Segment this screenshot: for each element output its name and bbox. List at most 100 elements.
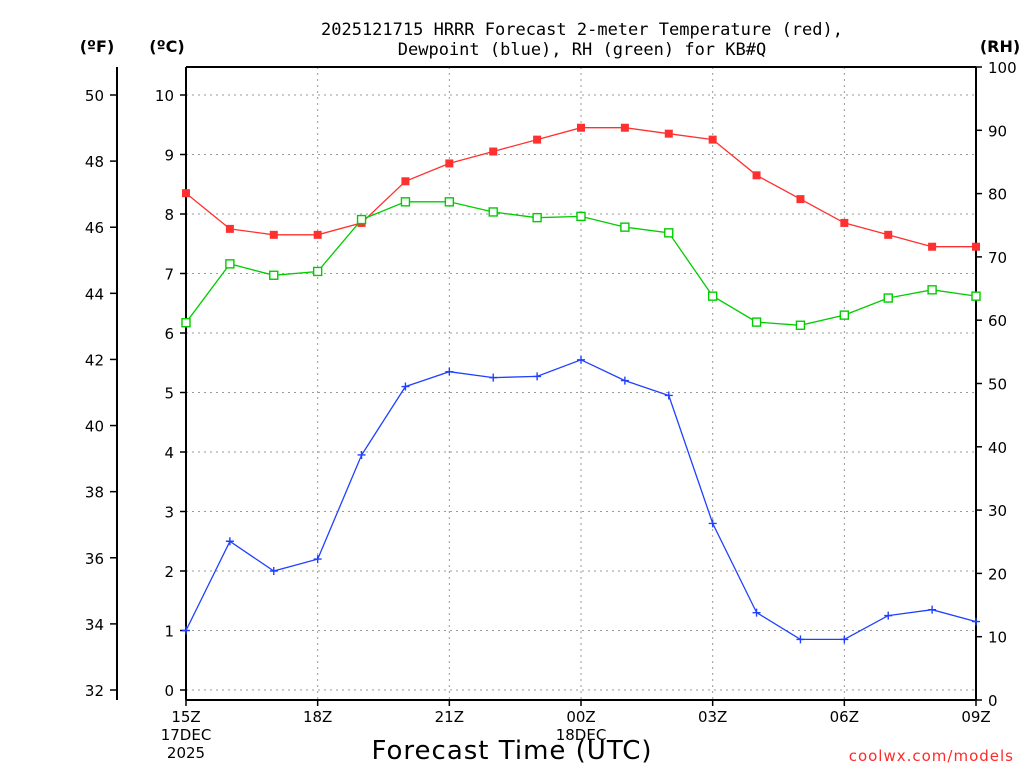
fahrenheit-tick-label: 38 (85, 484, 104, 502)
rh-tick-label: 40 (988, 439, 1007, 457)
dewpoint-point (620, 376, 629, 385)
rh-point (707, 291, 718, 301)
series-dewpoint (182, 355, 980, 644)
rh-tick-label: 100 (988, 59, 1017, 77)
dewpoint-point (577, 355, 585, 364)
rh-point (532, 212, 542, 223)
x-tick-label: 18Z (303, 708, 332, 726)
x-tick-label: 00Z (566, 708, 595, 726)
temperature-point (840, 218, 849, 227)
dewpoint-point (884, 611, 893, 620)
celsius-unit-label: (ºC) (149, 37, 184, 56)
rh-point (664, 228, 674, 238)
rh-point (312, 266, 323, 277)
dewpoint-point (664, 391, 673, 400)
temperature-point (577, 123, 585, 132)
rh-point (225, 259, 235, 269)
rh-point (839, 310, 850, 320)
fahrenheit-tick-label: 42 (85, 351, 104, 369)
data-series (181, 123, 981, 644)
fahrenheit-unit-label: (ºF) (80, 37, 115, 56)
temperature-point (533, 135, 542, 144)
celsius-tick-label: 7 (164, 266, 174, 284)
rh-tick-label: 20 (988, 565, 1007, 583)
credit-text: coolwx.com/models (849, 747, 1014, 765)
rh-point (356, 214, 367, 225)
rh-point (795, 320, 806, 330)
fahrenheit-tick-label: 36 (85, 550, 104, 568)
dewpoint-point (708, 519, 717, 528)
dewpoint-point (357, 450, 366, 459)
x-tick-label: 06Z (830, 708, 859, 726)
series-rh (181, 197, 981, 330)
temperature-point (928, 242, 937, 251)
rh-point (269, 270, 279, 280)
dewpoint-point (313, 555, 322, 564)
rh-tick-label: 60 (988, 312, 1007, 330)
x-tick-label: 15Z (171, 708, 200, 726)
celsius-tick-label: 0 (164, 682, 174, 700)
dewpoint-point (752, 608, 761, 617)
rh-tick-label: 70 (988, 249, 1007, 267)
rh-point (883, 293, 893, 303)
celsius-tick-label: 9 (164, 147, 174, 165)
temperature-point (752, 171, 761, 180)
rh-point (971, 291, 981, 301)
rh-point (620, 222, 630, 232)
rh-tick-label: 10 (988, 629, 1007, 647)
temperature-point (401, 177, 410, 186)
fahrenheit-tick-label: 34 (85, 616, 104, 634)
dewpoint-point (269, 567, 278, 575)
fahrenheit-tick-label: 40 (85, 418, 104, 436)
dewpoint-point (533, 372, 542, 381)
rh-point (927, 285, 937, 295)
series-temperature (182, 123, 980, 251)
x-axis-title: Forecast Time (UTC) (371, 736, 652, 766)
x-tick-year-label: 2025 (167, 744, 205, 762)
dewpoint-point (796, 635, 805, 644)
dewpoint-point (972, 617, 980, 626)
fahrenheit-axis: 32 34 36 38 40 42 44 46 48 50 (85, 67, 118, 700)
rh-tick-label: 90 (988, 122, 1007, 140)
celsius-tick-label: 3 (164, 504, 174, 522)
rh-point (488, 207, 498, 217)
celsius-tick-label: 4 (164, 444, 174, 462)
chart-title-line2: Dewpoint (blue), RH (green) for KB#Q (398, 40, 766, 60)
celsius-tick-label: 5 (164, 385, 174, 403)
dewpoint-point (489, 373, 498, 382)
rh-point (751, 317, 762, 327)
temperature-point (972, 242, 980, 251)
x-tick-date-label: 18DEC (556, 726, 607, 744)
rh-tick-label: 30 (988, 502, 1007, 520)
rh-point (444, 197, 455, 207)
rh-tick-label: 80 (988, 186, 1007, 204)
dewpoint-point (225, 537, 234, 546)
fahrenheit-tick-label: 50 (85, 87, 104, 105)
x-tick-label: 09Z (961, 708, 990, 726)
fahrenheit-tick-label: 44 (85, 285, 104, 303)
rh-point (576, 211, 586, 222)
rh-point (400, 197, 411, 207)
dewpoint-point (928, 605, 937, 614)
temperature-point (313, 230, 322, 239)
celsius-tick-label: 2 (164, 563, 174, 581)
x-tick-label: 21Z (435, 708, 464, 726)
celsius-axis: 0 1 2 3 4 5 6 7 8 9 10 (155, 87, 186, 700)
temperature-point (225, 224, 234, 233)
dewpoint-point (445, 367, 454, 376)
temperature-point (664, 129, 673, 138)
temperature-point (269, 230, 278, 239)
fahrenheit-tick-label: 46 (85, 219, 104, 237)
rh-tick-label: 50 (988, 376, 1007, 394)
temperature-point (796, 195, 805, 204)
celsius-tick-label: 6 (164, 325, 174, 343)
rh-tick-label: 0 (988, 692, 998, 710)
dewpoint-point (840, 635, 849, 644)
temperature-point (182, 189, 190, 198)
celsius-tick-label: 8 (164, 206, 174, 224)
temperature-point (708, 135, 717, 144)
celsius-tick-label: 10 (155, 87, 174, 105)
